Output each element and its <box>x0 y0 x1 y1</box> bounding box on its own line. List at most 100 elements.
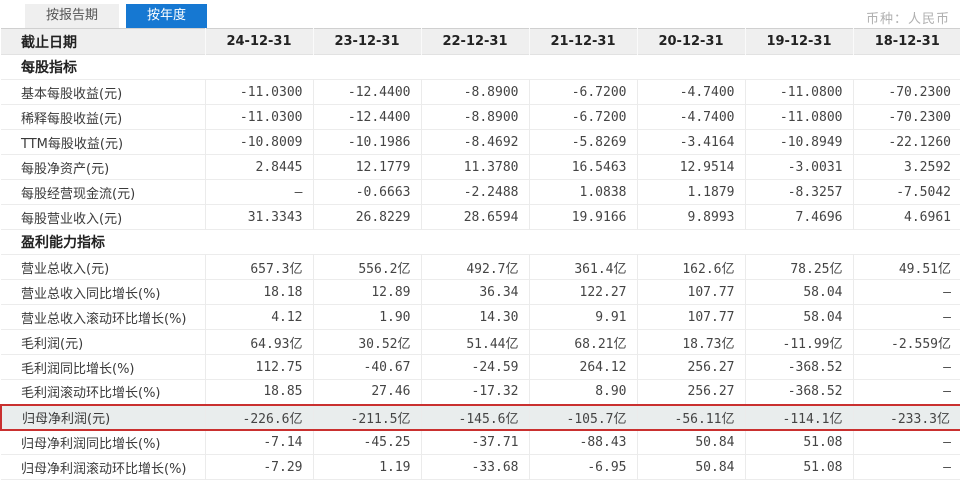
tab-by-report-period[interactable]: 按报告期 <box>25 4 120 28</box>
header-date-column: 19-12-31 <box>744 28 853 55</box>
cell-value: -105.7亿 <box>528 404 637 430</box>
cell-value: -0.6663 <box>312 179 421 205</box>
section-row: 盈利能力指标 <box>1 229 960 255</box>
cell-value: 8.90 <box>528 379 637 405</box>
cell-value: 51.44亿 <box>420 329 529 355</box>
cell-value: 112.75 <box>204 354 313 380</box>
cell-value: 4.6961 <box>852 204 960 230</box>
cell-value: 264.12 <box>528 354 637 380</box>
cell-value: 492.7亿 <box>420 254 529 280</box>
table-row: 毛利润滚动环比增长(%) 18.85 27.46 -17.32 8.90 256.27 -3… <box>1 379 960 405</box>
cell-value: 1.0838 <box>528 179 637 205</box>
cell-value: -3.0031 <box>744 154 853 180</box>
financial-table: 截止日期 24-12-31 23-12-31 22-12-31 21-12-31 20-1… <box>0 28 960 480</box>
row-label: 营业总收入滚动环比增长(%) <box>21 311 187 327</box>
header-date-column: 18-12-31 <box>852 28 960 55</box>
cell-value: 30.52亿 <box>312 329 421 355</box>
period-tabs: 按报告期 按年度 <box>25 4 208 28</box>
cell-value: 556.2亿 <box>312 254 421 280</box>
row-label: TTM每股收益(元) <box>21 136 124 152</box>
cell-value: -114.1亿 <box>744 404 853 430</box>
row-label: 每股净资产(元) <box>21 161 110 177</box>
cell-value: 58.04 <box>744 304 853 330</box>
table-row: 稀释每股收益(元) -11.0300 -12.4400 -8.8900 -6.7200-… <box>1 104 960 130</box>
currency-label: 币种：人民币 <box>865 12 950 27</box>
cell-value: 14.30 <box>420 304 529 330</box>
row-label: 毛利润同比增长(%) <box>21 361 135 377</box>
table-row: 营业总收入同比增长(%) 18.18 12.89 36.34 122.27 107.77 5… <box>1 279 960 305</box>
section-row: 每股指标 <box>1 54 960 80</box>
cell-value: 1.1879 <box>636 179 745 205</box>
section-label: 盈利能力指标 <box>1 229 960 255</box>
cell-value: -37.71 <box>420 429 529 455</box>
cell-value: 78.25亿 <box>744 254 853 280</box>
header-cutoff-date: 截止日期 <box>1 28 205 55</box>
cell-value: -24.59 <box>420 354 529 380</box>
header-date-column: 22-12-31 <box>420 28 529 55</box>
cell-value: -5.8269 <box>528 129 637 155</box>
cell-value: 4.12 <box>204 304 313 330</box>
row-label: 归母净利润同比增长(%) <box>21 436 161 452</box>
cell-value: 9.8993 <box>636 204 745 230</box>
header-row: 截止日期 24-12-31 23-12-31 22-12-31 21-12-31 20-1… <box>1 28 960 55</box>
cell-value: -22.1260 <box>852 129 960 155</box>
cell-value: 18.85 <box>204 379 313 405</box>
cell-value: -2.559亿 <box>852 329 960 355</box>
cell-value: -45.25 <box>312 429 421 455</box>
table-row: 每股营业收入(元) 31.3343 26.8229 28.6594 19.9166 9.8… <box>1 204 960 230</box>
cell-value: 58.04 <box>744 279 853 305</box>
cell-value: -4.7400 <box>636 79 745 105</box>
cell-value: — <box>852 279 960 305</box>
row-label: 营业总收入同比增长(%) <box>21 286 161 302</box>
header-date-column: 23-12-31 <box>312 28 421 55</box>
cell-value: 50.84 <box>636 454 745 480</box>
cell-value: -10.8949 <box>744 129 853 155</box>
cell-value: 1.19 <box>312 454 421 480</box>
cell-value: 51.08 <box>744 454 853 480</box>
cell-value: 9.91 <box>528 304 637 330</box>
cell-value: -6.95 <box>528 454 637 480</box>
cell-value: -211.5亿 <box>312 404 421 430</box>
cell-value: 7.4696 <box>744 204 853 230</box>
cell-value: 27.46 <box>312 379 421 405</box>
cell-value: -11.0800 <box>744 104 853 130</box>
header-date-column: 24-12-31 <box>204 28 313 55</box>
cell-value: -7.5042 <box>852 179 960 205</box>
table-head: 截止日期 24-12-31 23-12-31 22-12-31 21-12-31 20-1… <box>1 28 960 55</box>
cell-value: 49.51亿 <box>852 254 960 280</box>
cell-value: 18.18 <box>204 279 313 305</box>
table-row: TTM每股收益(元) -10.8009 -10.1986 -8.4692 -5.8269… <box>1 129 960 155</box>
cell-value: -70.2300 <box>852 79 960 105</box>
cell-value: -8.4692 <box>420 129 529 155</box>
table-row: 营业总收入滚动环比增长(%) 4.12 1.90 14.30 9.91 107.77 58.… <box>1 304 960 330</box>
row-label: 营业总收入(元) <box>21 261 110 277</box>
cell-value: 107.77 <box>636 279 745 305</box>
cell-value: — <box>852 304 960 330</box>
cell-value: 50.84 <box>636 429 745 455</box>
cell-value: 361.4亿 <box>528 254 637 280</box>
cell-value: 12.89 <box>312 279 421 305</box>
cell-value: -40.67 <box>312 354 421 380</box>
cell-value: 11.3780 <box>420 154 529 180</box>
cell-value: -145.6亿 <box>420 404 529 430</box>
cell-value: 2.8445 <box>204 154 313 180</box>
cell-value: — <box>852 354 960 380</box>
cell-value: -3.4164 <box>636 129 745 155</box>
cell-value: -368.52 <box>744 354 853 380</box>
cell-value: -233.3亿 <box>852 404 960 430</box>
tab-by-year[interactable]: 按年度 <box>126 4 208 28</box>
table-row: 营业总收入(元) 657.3亿 556.2亿 492.7亿 361.4亿 162.6亿 78… <box>1 254 960 280</box>
cell-value: -10.8009 <box>204 129 313 155</box>
row-label: 基本每股收益(元) <box>21 86 123 102</box>
cell-value: — <box>852 429 960 455</box>
cell-value: -56.11亿 <box>636 404 745 430</box>
cell-value: 657.3亿 <box>204 254 313 280</box>
header-date-column: 21-12-31 <box>528 28 637 55</box>
cell-value: -12.4400 <box>312 79 421 105</box>
cell-value: -368.52 <box>744 379 853 405</box>
cell-value: -17.32 <box>420 379 529 405</box>
row-label: 归母净利润(元) <box>1 404 205 430</box>
cell-value: -8.8900 <box>420 79 529 105</box>
table-row: 每股经营现金流(元) — -0.6663 -2.2488 1.0838 1.1879 -8.… <box>1 179 960 205</box>
cell-value: 36.34 <box>420 279 529 305</box>
